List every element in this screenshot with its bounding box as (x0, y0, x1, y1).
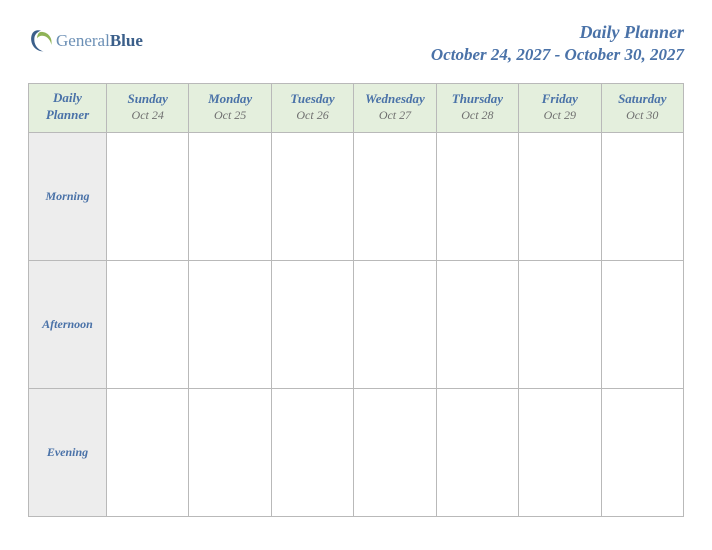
day-name: Wednesday (356, 91, 433, 107)
day-name: Sunday (109, 91, 186, 107)
day-name: Tuesday (274, 91, 351, 107)
day-date: Oct 30 (604, 108, 681, 123)
day-name: Thursday (439, 91, 516, 107)
logo-text: GeneralBlue (56, 31, 143, 51)
planner-header-row: Daily Planner Sunday Oct 24 Monday Oct 2… (29, 84, 684, 133)
day-date: Oct 24 (109, 108, 186, 123)
cell[interactable] (189, 132, 271, 260)
day-header-friday: Friday Oct 29 (519, 84, 601, 133)
corner-header: Daily Planner (29, 84, 107, 133)
period-label-afternoon: Afternoon (29, 260, 107, 388)
day-date: Oct 28 (439, 108, 516, 123)
row-afternoon: Afternoon (29, 260, 684, 388)
cell[interactable] (189, 260, 271, 388)
cell[interactable] (519, 132, 601, 260)
row-morning: Morning (29, 132, 684, 260)
title-block: Daily Planner October 24, 2027 - October… (431, 22, 684, 65)
cell[interactable] (271, 388, 353, 516)
day-name: Monday (191, 91, 268, 107)
day-header-saturday: Saturday Oct 30 (601, 84, 683, 133)
cell[interactable] (436, 132, 518, 260)
day-date: Oct 26 (274, 108, 351, 123)
cell[interactable] (436, 260, 518, 388)
day-header-tuesday: Tuesday Oct 26 (271, 84, 353, 133)
day-date: Oct 25 (191, 108, 268, 123)
day-header-monday: Monday Oct 25 (189, 84, 271, 133)
date-range: October 24, 2027 - October 30, 2027 (431, 45, 684, 65)
corner-label-1: Daily (53, 90, 82, 105)
day-date: Oct 27 (356, 108, 433, 123)
header-row: GeneralBlue Daily Planner October 24, 20… (28, 22, 684, 65)
corner-label-2: Planner (46, 107, 89, 122)
period-label-morning: Morning (29, 132, 107, 260)
cell[interactable] (271, 132, 353, 260)
cell[interactable] (354, 260, 436, 388)
row-evening: Evening (29, 388, 684, 516)
cell[interactable] (107, 260, 189, 388)
cell[interactable] (271, 260, 353, 388)
day-date: Oct 29 (521, 108, 598, 123)
day-header-wednesday: Wednesday Oct 27 (354, 84, 436, 133)
page-title: Daily Planner (431, 22, 684, 43)
day-name: Friday (521, 91, 598, 107)
cell[interactable] (519, 260, 601, 388)
cell[interactable] (354, 388, 436, 516)
day-header-sunday: Sunday Oct 24 (107, 84, 189, 133)
logo-text-blue: Blue (110, 31, 143, 50)
cell[interactable] (107, 132, 189, 260)
cell[interactable] (189, 388, 271, 516)
planner-table: Daily Planner Sunday Oct 24 Monday Oct 2… (28, 83, 684, 517)
cell[interactable] (601, 388, 683, 516)
cell[interactable] (519, 388, 601, 516)
logo-swoosh-icon (28, 28, 54, 54)
cell[interactable] (354, 132, 436, 260)
day-header-thursday: Thursday Oct 28 (436, 84, 518, 133)
day-name: Saturday (604, 91, 681, 107)
period-label-evening: Evening (29, 388, 107, 516)
logo: GeneralBlue (28, 28, 143, 54)
cell[interactable] (107, 388, 189, 516)
logo-text-general: General (56, 31, 110, 50)
cell[interactable] (601, 132, 683, 260)
cell[interactable] (436, 388, 518, 516)
cell[interactable] (601, 260, 683, 388)
